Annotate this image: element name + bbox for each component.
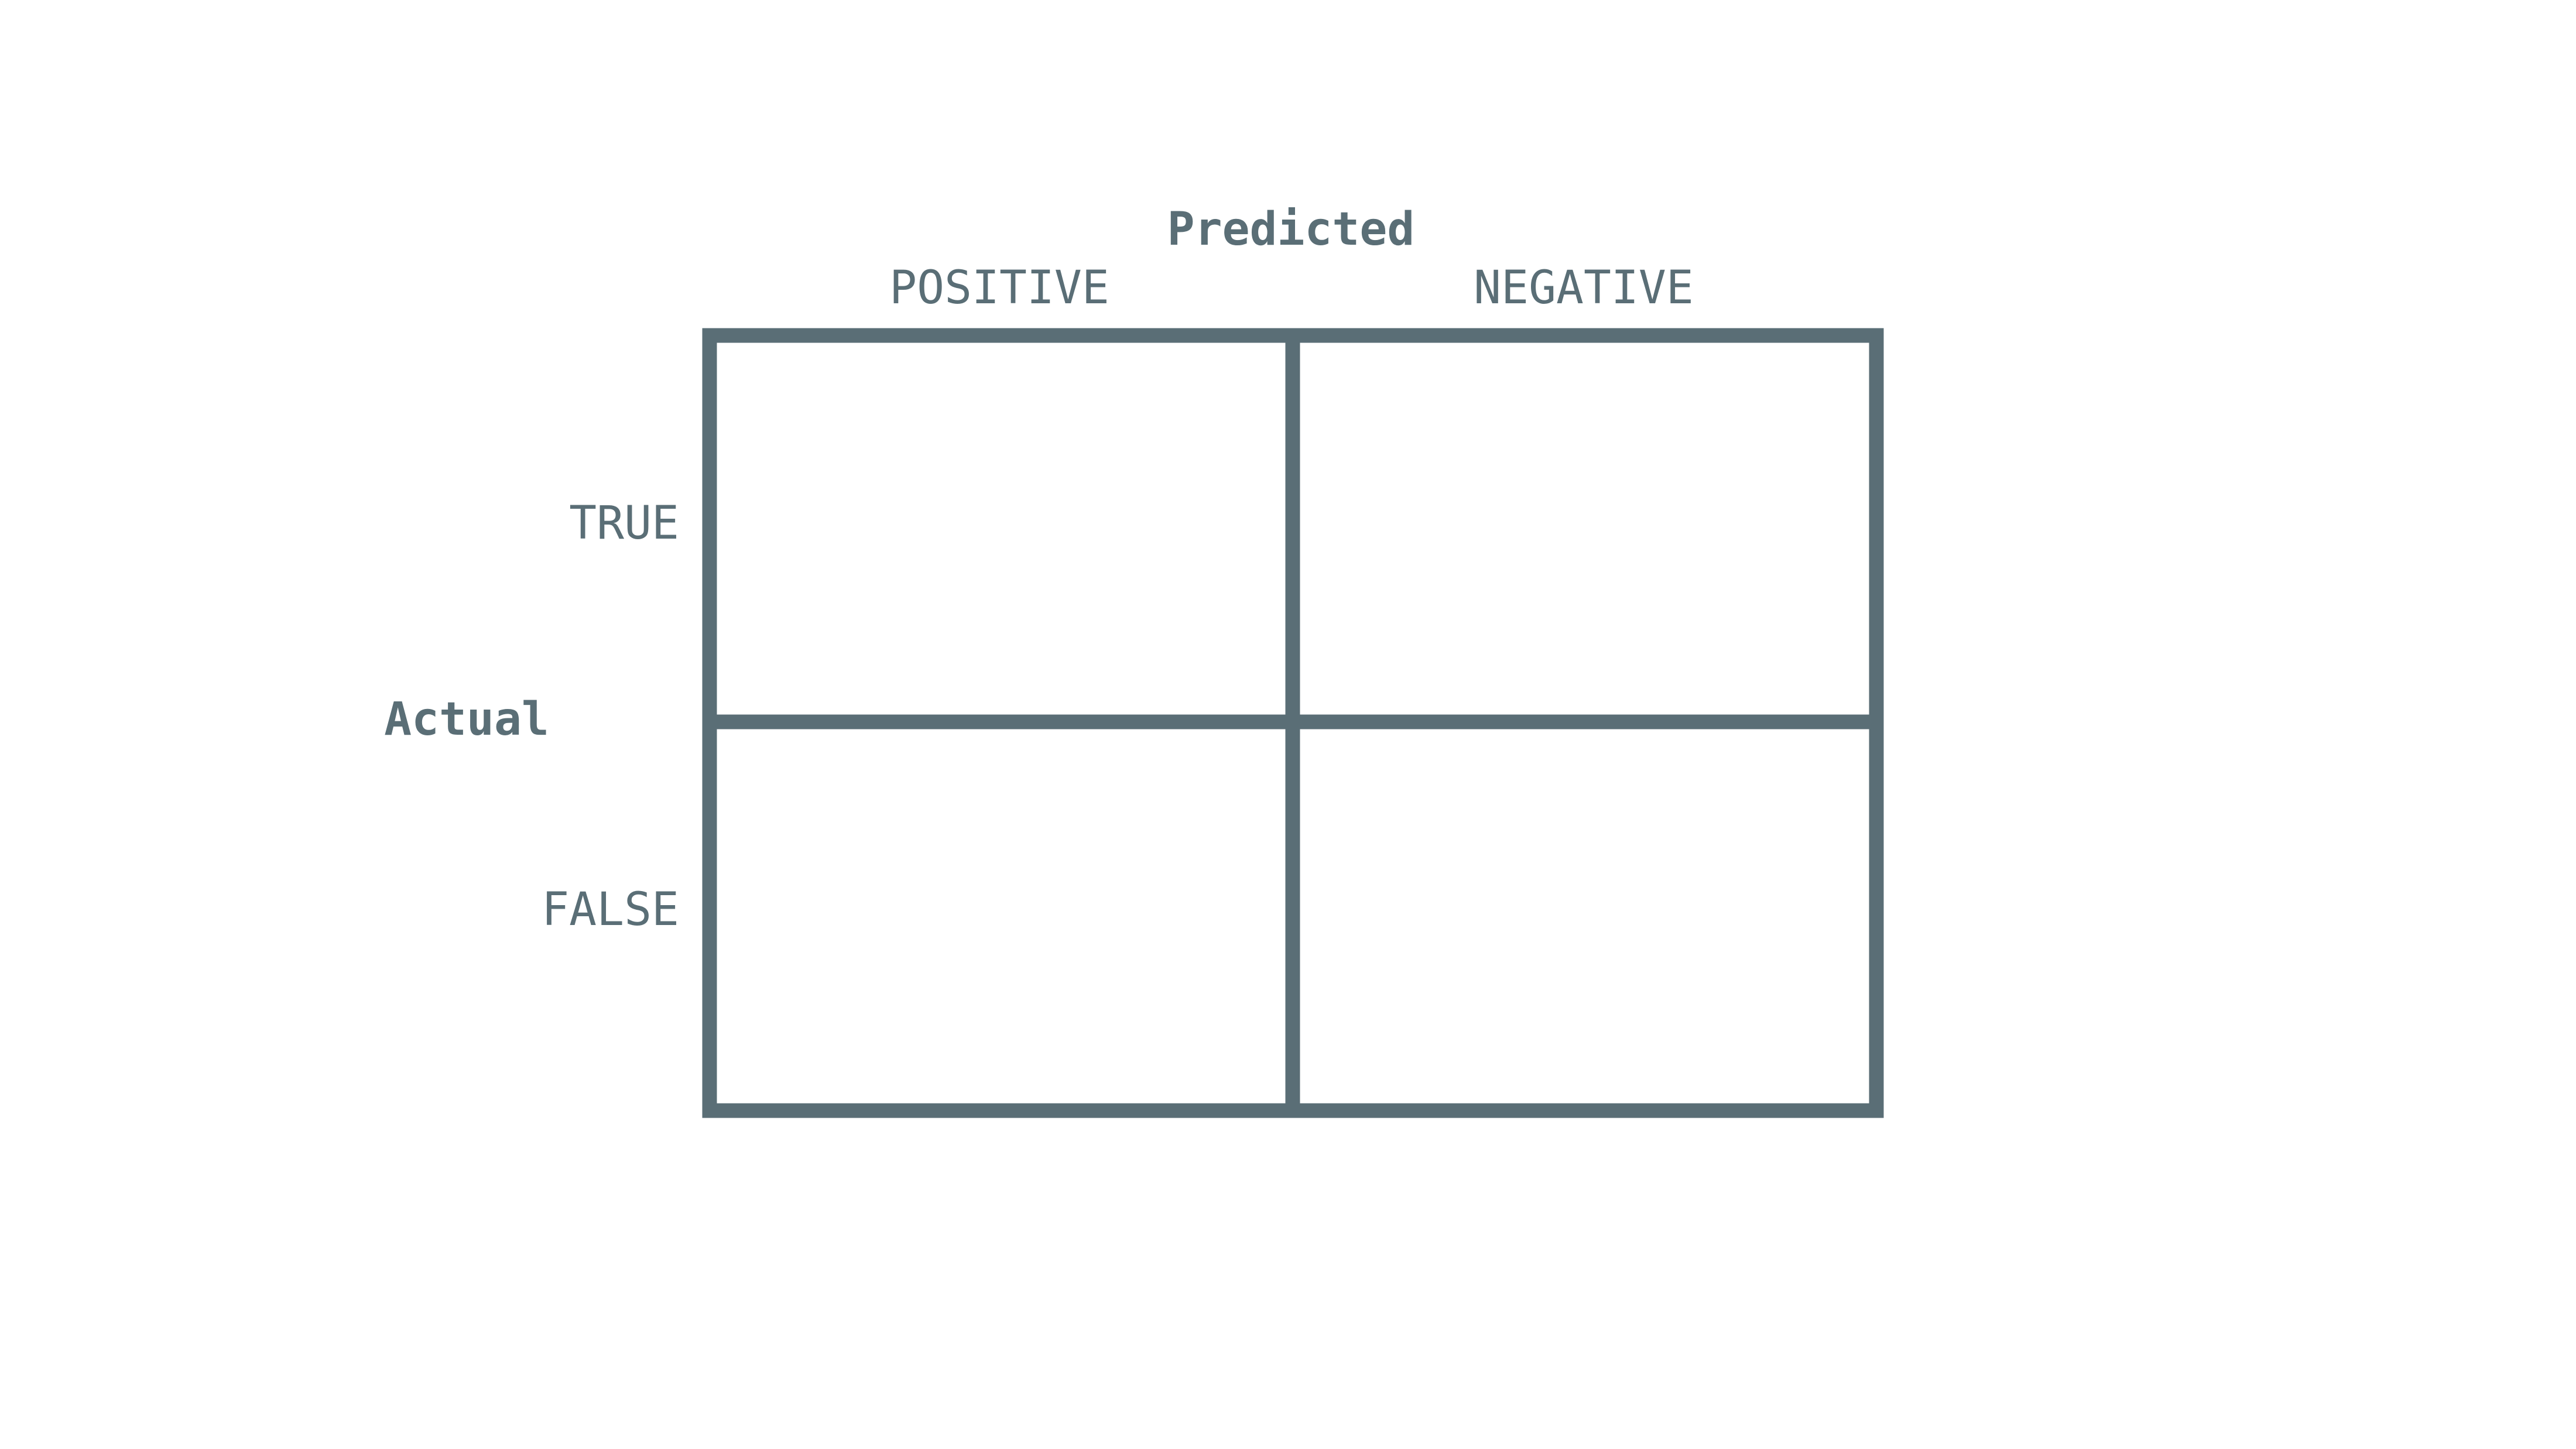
- cell-false-positive: [717, 729, 1285, 1103]
- column-label-positive: POSITIVE: [889, 262, 1109, 314]
- actual-title: Actual: [384, 693, 549, 746]
- row-label-true: TRUE: [569, 497, 679, 550]
- predicted-title: Predicted: [1167, 203, 1415, 256]
- column-label-negative: NEGATIVE: [1474, 262, 1694, 314]
- cell-true-negative: [1300, 343, 1869, 714]
- cell-false-negative: [1300, 729, 1869, 1103]
- row-label-false: FALSE: [542, 883, 679, 936]
- cell-true-positive: [717, 343, 1285, 714]
